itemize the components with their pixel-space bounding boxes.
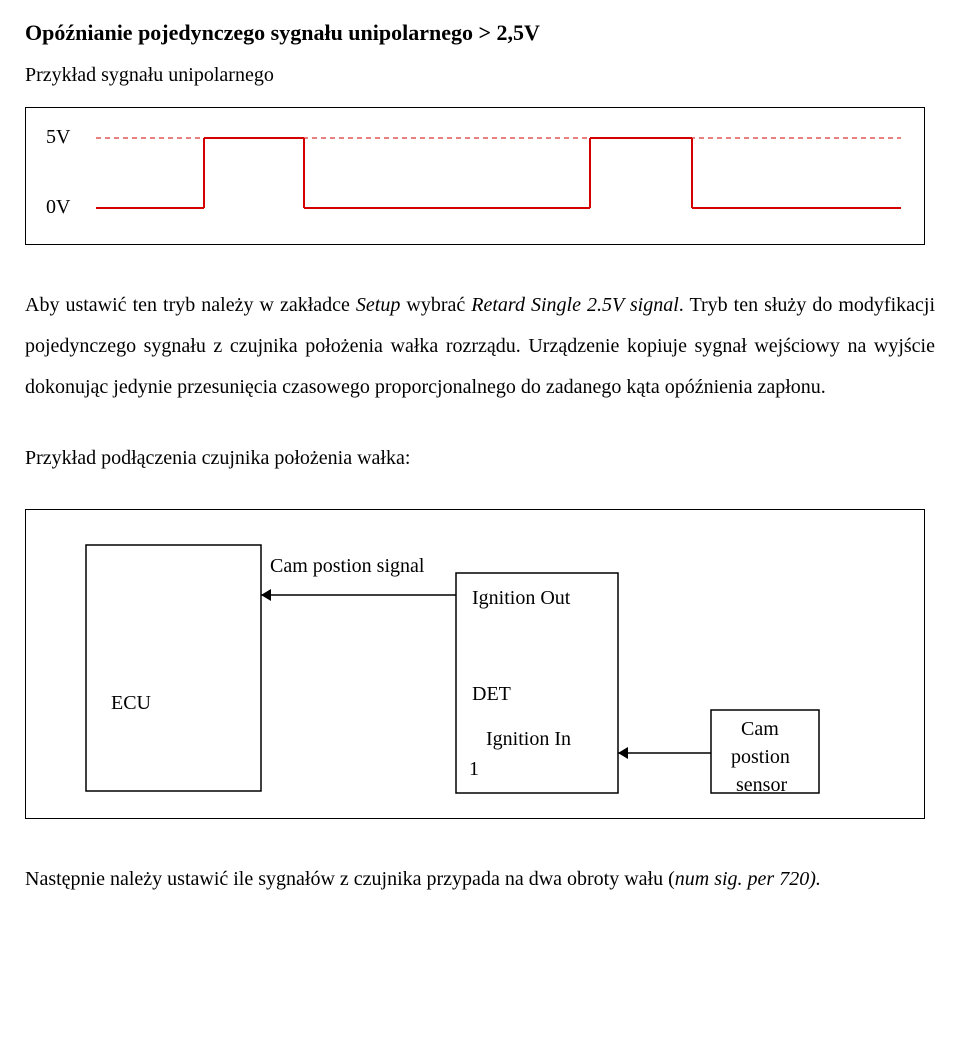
diagram-caption: Przykład podłączenia czujnika położenia … (25, 438, 935, 479)
svg-text:DET: DET (472, 683, 511, 705)
waveform-label-low: 0V (46, 196, 70, 219)
svg-text:postion: postion (731, 746, 790, 768)
page-heading: Opóźnianie pojedynczego sygnału unipolar… (25, 20, 935, 46)
footer-text-a: Następnie należy ustawić ile sygnałów z … (25, 868, 675, 890)
footer-italic: num sig. per 720). (675, 868, 821, 890)
waveform-caption: Przykład sygnału unipolarnego (25, 64, 935, 87)
svg-text:1: 1 (469, 758, 479, 780)
connection-diagram: ECU Ignition Out DET Ignition In 1 Cam postion… (25, 509, 925, 819)
p1-text-a: Aby ustawić ten tryb należy w zakładce (25, 294, 356, 316)
svg-text:ECU: ECU (111, 692, 152, 714)
waveform-label-high: 5V (46, 126, 70, 149)
paragraph-1: Aby ustawić ten tryb należy w zakładce S… (25, 285, 935, 408)
svg-text:Cam: Cam (741, 718, 779, 740)
svg-text:Cam postion signal: Cam postion signal (270, 555, 425, 577)
p1-italic-setup: Setup (356, 294, 400, 316)
waveform-svg (26, 108, 924, 244)
p1-text-b: wybrać (400, 294, 471, 316)
svg-text:sensor: sensor (736, 774, 787, 796)
svg-text:Ignition Out: Ignition Out (472, 587, 571, 609)
waveform-diagram: 5V 0V (25, 107, 925, 245)
p1-italic-mode: Retard Single 2.5V signal (471, 294, 679, 316)
svg-text:Ignition In: Ignition In (486, 728, 571, 750)
diagram-svg: ECU Ignition Out DET Ignition In 1 Cam postion… (26, 510, 924, 818)
footer-paragraph: Następnie należy ustawić ile sygnałów z … (25, 859, 935, 900)
